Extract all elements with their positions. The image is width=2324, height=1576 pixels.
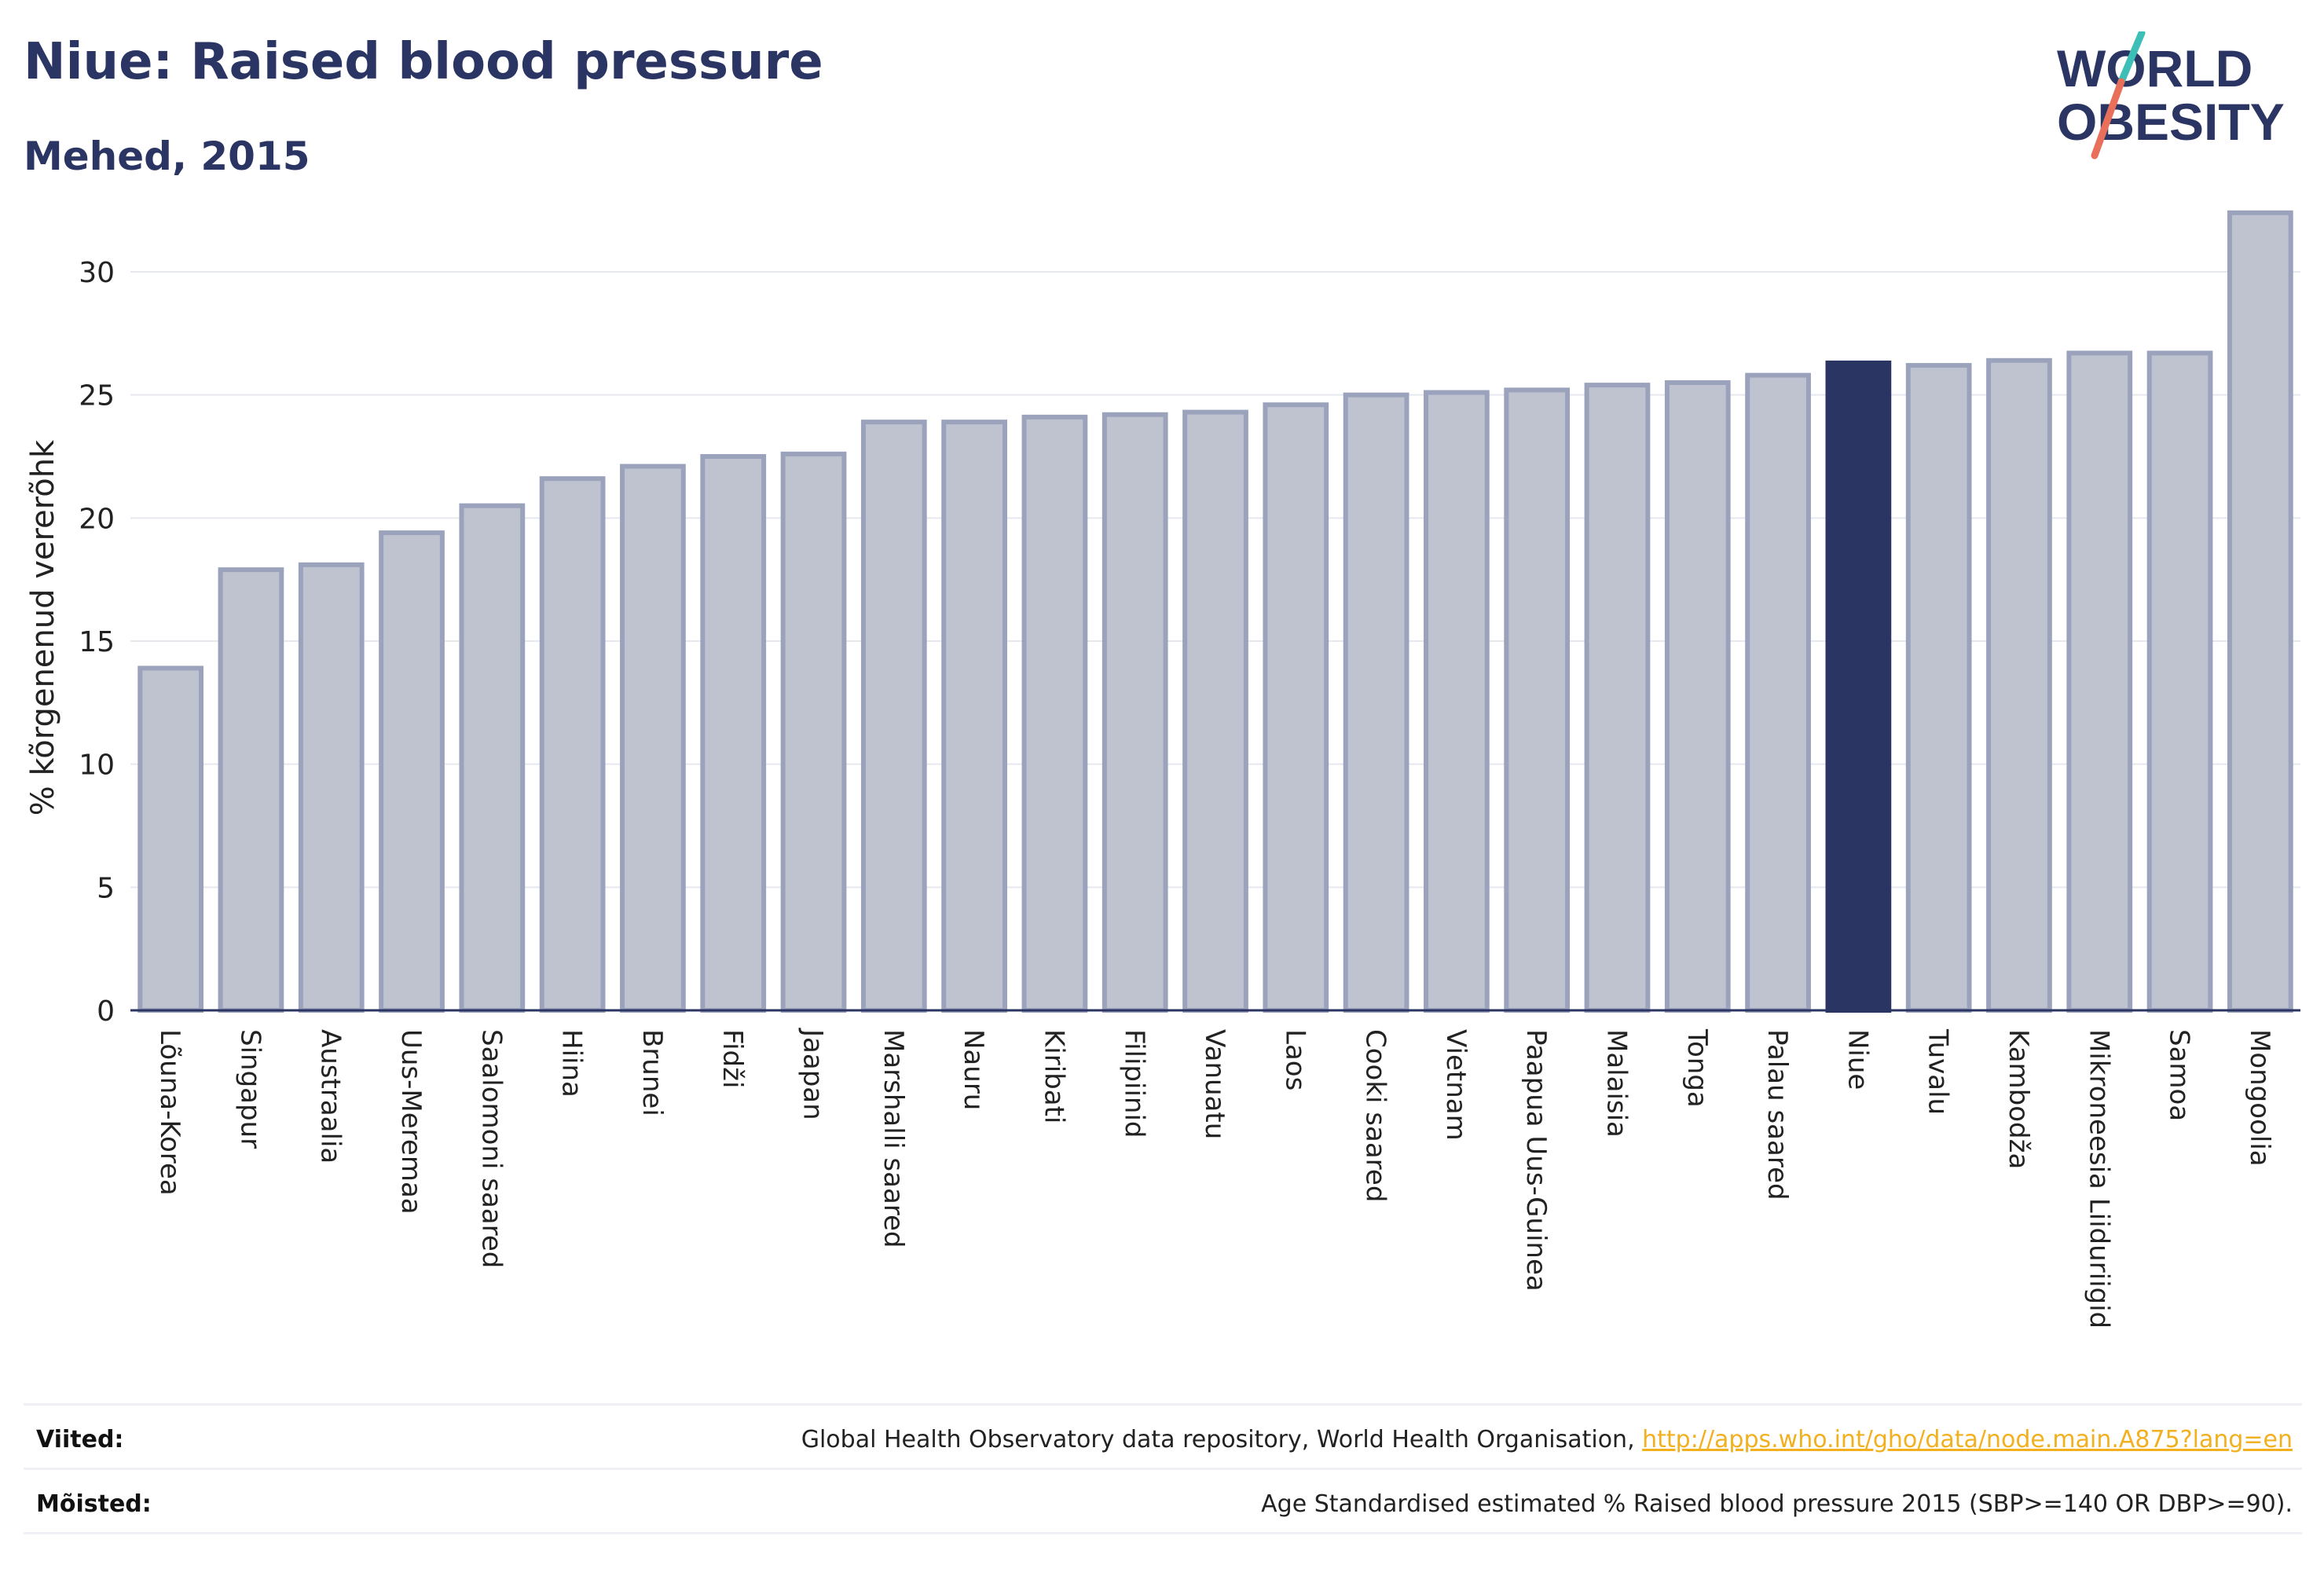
page-subtitle: Mehed, 2015 (24, 134, 310, 179)
bar-chart: 0 5 10 15 20 25 30 Lõuna-Korea Singapur Austraali… (25, 210, 2300, 1329)
footer-divider-middle (24, 1468, 2302, 1470)
bar (1182, 409, 1248, 1013)
bar (539, 476, 606, 1013)
x-tick-label: Hiina (556, 1029, 588, 1098)
x-tick-label: Singapur (234, 1029, 266, 1149)
bar (298, 562, 365, 1013)
x-tick-label: Kiribati (1038, 1029, 1069, 1123)
x-tick-label: Kambodža (2003, 1029, 2034, 1169)
bar (1504, 387, 1571, 1013)
x-tick-label: Nauru (958, 1029, 989, 1110)
bar (379, 530, 445, 1013)
sources-description: Global Health Observatory data repositor… (801, 1426, 1643, 1453)
logo-slash-top (2117, 31, 2146, 86)
world-obesity-logo: WORLD OBESITY (2057, 31, 2285, 159)
x-tick-label: Brunei (636, 1029, 668, 1116)
x-tick-label: Marshalli saared (878, 1029, 909, 1248)
x-tick-label: Jaapan (797, 1028, 829, 1120)
x-tick-label: Fidži (717, 1029, 748, 1088)
y-tick-label: 20 (79, 503, 115, 535)
x-tick-label: Cooki saared (1360, 1029, 1391, 1202)
bar (1905, 363, 1972, 1013)
x-tick-label: Mongoolia (2244, 1029, 2275, 1167)
bar (860, 420, 927, 1013)
bar (700, 454, 767, 1013)
x-tick-label: Austraalia (315, 1029, 346, 1164)
bar (2066, 350, 2133, 1013)
x-tick-label: Lõuna-Korea (154, 1029, 185, 1196)
definition-text: Age Standardised estimated % Raised bloo… (1261, 1490, 2293, 1518)
bar (1664, 380, 1731, 1013)
bar (1986, 357, 2052, 1013)
x-tick-label: Malaisia (1600, 1029, 1632, 1138)
y-tick-label: 15 (79, 626, 115, 658)
bar (1584, 383, 1651, 1013)
bar (1745, 372, 1811, 1013)
bar-layer (137, 210, 2293, 1013)
bar (620, 464, 686, 1013)
x-tick-label: Filipiinid (1119, 1029, 1150, 1138)
x-tick-label: Mikroneesia Liiduriigid (2083, 1029, 2114, 1329)
x-tick-label: Tonga (1681, 1028, 1713, 1108)
x-tick-label: Laos (1279, 1029, 1310, 1090)
bar (941, 420, 1007, 1013)
x-tick-label: Vanuatu (1199, 1029, 1230, 1139)
footer-divider-top (24, 1403, 2302, 1406)
logo-word-world: WORLD (2057, 39, 2253, 97)
sources-text: Global Health Observatory data repositor… (801, 1426, 2293, 1453)
bar (2146, 350, 2213, 1013)
axis-layer: 0 5 10 15 20 25 30 Lõuna-Korea Singapur Austraali… (25, 257, 2300, 1329)
bar (137, 665, 204, 1013)
x-tick-label: Tuvalu (1923, 1028, 1954, 1115)
bar (218, 567, 284, 1013)
page-title: Niue: Raised blood pressure (24, 33, 823, 91)
x-tick-label: Uus-Meremaa (395, 1029, 427, 1215)
bar (780, 451, 847, 1013)
x-tick-label: Vietnam (1440, 1029, 1472, 1141)
footer-divider-bottom (24, 1532, 2302, 1534)
bar (1021, 414, 1088, 1013)
bar (1343, 392, 1409, 1013)
sources-label: Viited: (36, 1426, 124, 1453)
bar-highlighted (1825, 360, 1892, 1013)
y-tick-label: 30 (79, 257, 115, 289)
y-tick-label: 10 (79, 750, 115, 782)
logo-slash-bottom (2091, 78, 2125, 159)
bar (1263, 402, 1329, 1013)
x-tick-label: Paapua Uus-Guinea (1520, 1029, 1552, 1292)
y-tick-label: 25 (79, 380, 115, 412)
bar (459, 503, 526, 1013)
bar (2227, 210, 2293, 1013)
x-tick-label: Saalomoni saared (475, 1029, 507, 1268)
logo-word-obesity: OBESITY (2057, 93, 2285, 151)
x-tick-label: Palau saared (1761, 1029, 1793, 1200)
x-tick-label: Niue (1842, 1029, 1873, 1090)
y-tick-label: 0 (97, 995, 115, 1028)
sources-link[interactable]: http://apps.who.int/gho/data/node.main.A… (1642, 1426, 2293, 1453)
x-tick-label: Samoa (2164, 1029, 2195, 1121)
y-axis-label: % kõrgenenud vererõhk (25, 439, 61, 815)
definition-label: Mõisted: (36, 1490, 152, 1518)
y-tick-label: 5 (97, 872, 115, 904)
bar (1424, 390, 1490, 1013)
bar (1102, 412, 1168, 1013)
